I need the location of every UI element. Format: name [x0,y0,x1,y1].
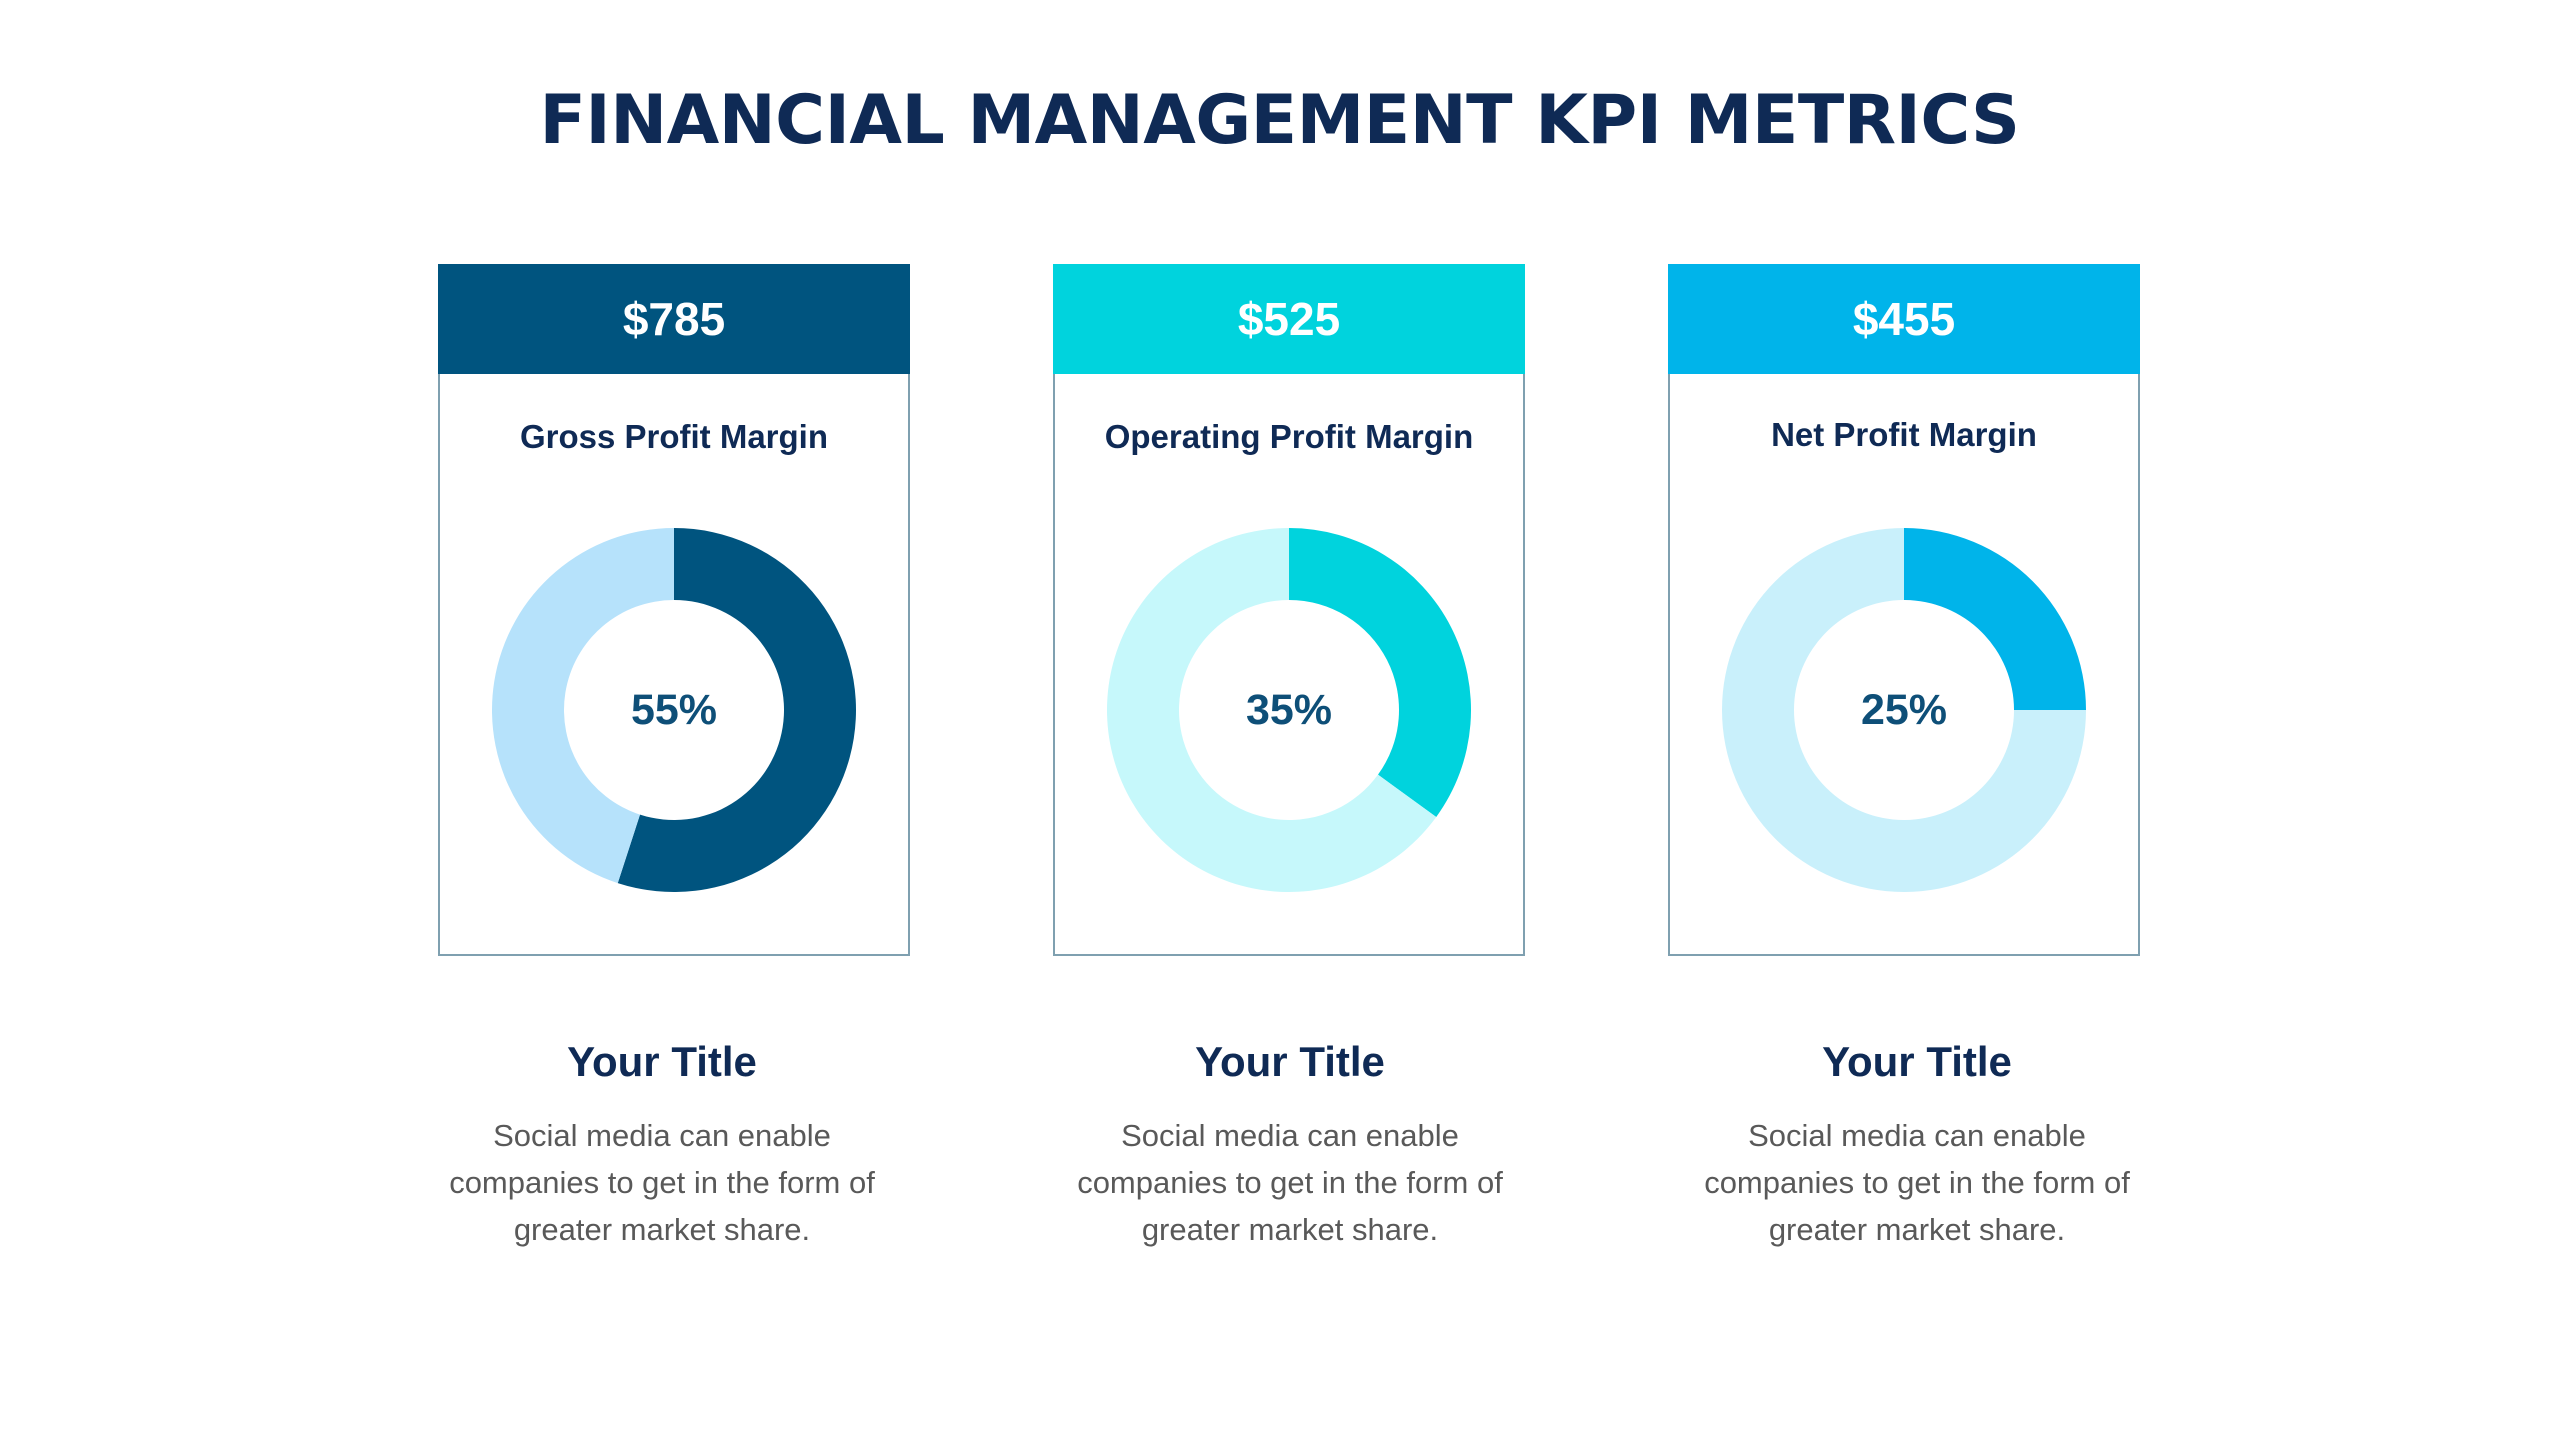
donut-chart-net-profit: 25% [1722,528,2086,892]
donut-percent-label: 55% [492,528,856,892]
kpi-amount: $525 [1238,292,1340,346]
kpi-label: Gross Profit Margin [440,418,908,456]
info-line: Social media can enable [1040,1112,1540,1159]
kpi-amount-header: $785 [438,264,910,374]
info-line: greater market share. [412,1206,912,1253]
info-title: Your Title [382,1038,942,1086]
donut-percent-label: 35% [1107,528,1471,892]
kpi-card-operating-profit: $525 Operating Profit Margin 35% [1053,264,1525,956]
info-line: companies to get in the form of [1040,1159,1540,1206]
kpi-amount: $455 [1853,292,1955,346]
info-line: greater market share. [1667,1206,2167,1253]
donut-chart-operating-profit: 35% [1107,528,1471,892]
info-description: Social media can enable companies to get… [1667,1112,2167,1253]
kpi-amount-header: $525 [1053,264,1525,374]
kpi-label: Net Profit Margin [1670,416,2138,454]
info-line: companies to get in the form of [412,1159,912,1206]
info-description: Social media can enable companies to get… [1040,1112,1540,1253]
donut-chart-gross-profit: 55% [492,528,856,892]
kpi-label: Operating Profit Margin [1055,418,1523,456]
info-line: companies to get in the form of [1667,1159,2167,1206]
page-title: FINANCIAL MANAGEMENT KPI METRICS [0,76,2559,166]
info-description: Social media can enable companies to get… [412,1112,912,1253]
kpi-amount: $785 [623,292,725,346]
kpi-card-net-profit: $455 Net Profit Margin 25% [1668,264,2140,956]
info-line: Social media can enable [1667,1112,2167,1159]
kpi-amount-header: $455 [1668,264,2140,374]
info-title: Your Title [1637,1038,2197,1086]
kpi-card-gross-profit: $785 Gross Profit Margin 55% [438,264,910,956]
info-line: greater market share. [1040,1206,1540,1253]
info-title: Your Title [1010,1038,1570,1086]
info-line: Social media can enable [412,1112,912,1159]
donut-percent-label: 25% [1722,528,2086,892]
